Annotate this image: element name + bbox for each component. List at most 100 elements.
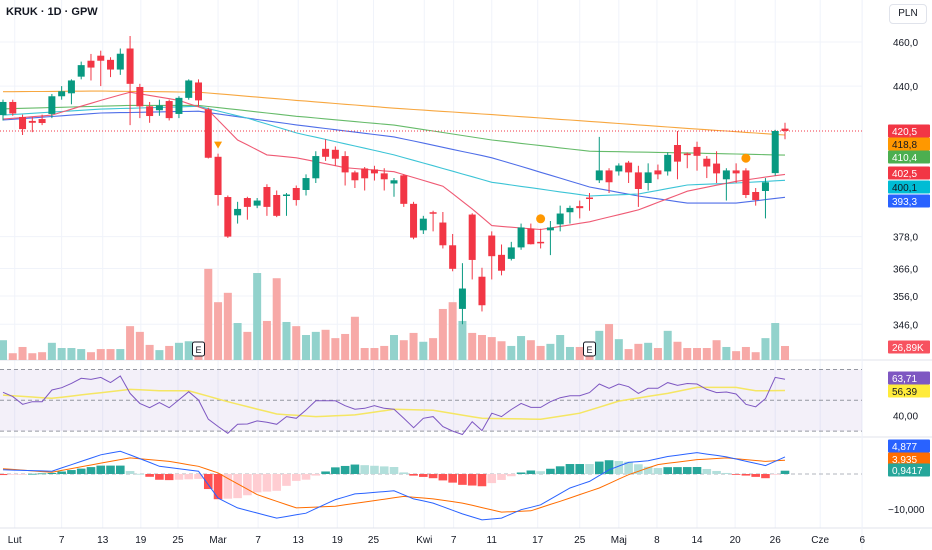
time-axis-label: 6 — [859, 535, 865, 546]
macd-histogram-bar — [86, 467, 96, 474]
macd-pane[interactable] — [0, 450, 862, 521]
macd-histogram-bar — [291, 474, 301, 481]
macd-histogram-bar — [223, 474, 233, 499]
price-axis-label: 366,0 — [893, 265, 918, 276]
value-badge-text: 56,39 — [892, 387, 917, 398]
volume-bar — [653, 348, 662, 360]
volume-bar — [468, 332, 477, 360]
candle-body — [693, 146, 701, 156]
volume-bar — [771, 323, 780, 360]
candle-body — [586, 197, 593, 200]
macd-histogram-bar — [653, 468, 663, 474]
time-axis-label: Mar — [209, 535, 227, 546]
earnings-icon[interactable] — [192, 341, 205, 357]
volume-bar — [47, 342, 56, 360]
macd-histogram-bar — [301, 474, 311, 480]
macd-histogram-bar — [379, 466, 389, 474]
triangle-down-icon — [214, 141, 223, 149]
macd-histogram-bar — [252, 474, 262, 493]
price-axis-label: 378,0 — [893, 233, 918, 244]
time-axis-label: 25 — [172, 535, 184, 546]
macd-histogram-bar — [438, 474, 448, 481]
macd-histogram-bar — [106, 465, 115, 474]
macd-histogram-bar — [594, 461, 604, 474]
volume-bar — [116, 349, 125, 360]
volume-bar — [341, 333, 350, 360]
candle-body — [263, 186, 271, 207]
volume-bar — [605, 324, 614, 360]
volume-bar — [497, 341, 506, 360]
volume-bar — [702, 348, 711, 360]
volume-bar — [67, 348, 76, 360]
candle-body — [351, 172, 359, 181]
candle-body — [410, 203, 418, 238]
volume-bar — [438, 308, 447, 360]
macd-histogram-bar — [722, 472, 731, 474]
time-axis-label: 19 — [332, 535, 344, 546]
macd-histogram-bar — [467, 474, 477, 486]
candle-body — [77, 65, 85, 77]
macd-histogram-bar — [125, 471, 135, 474]
volume-bar — [165, 345, 174, 360]
candle-body — [97, 55, 105, 61]
macd-histogram-bar — [624, 461, 633, 474]
volume-bar — [155, 350, 164, 360]
value-badge — [888, 194, 930, 208]
earnings-label: E — [195, 345, 201, 355]
time-axis-label: 19 — [135, 535, 147, 546]
candle-body — [361, 168, 369, 179]
volume-bar — [86, 352, 95, 360]
volume-bar — [18, 346, 27, 360]
candle-body — [673, 145, 681, 162]
volume-bar — [321, 329, 330, 360]
macd-histogram-bar — [331, 467, 340, 474]
volume-bar — [722, 346, 731, 360]
candle-body — [146, 106, 154, 117]
axes[interactable]: 460,0 440,0 378,0 366,0 356,0 346,0 40,00 −10,0… — [8, 38, 930, 546]
macd-histogram-bar — [370, 465, 379, 474]
macd-line — [2, 450, 786, 521]
candle-body — [126, 48, 134, 84]
signal-line — [2, 457, 786, 513]
volume-bar — [526, 340, 535, 360]
candle-body — [458, 288, 466, 309]
time-axis-label: 13 — [293, 535, 305, 546]
earnings-icon[interactable] — [583, 341, 596, 357]
candle-body — [165, 101, 173, 119]
volume-bar — [233, 323, 242, 360]
macd-histogram-bar — [135, 473, 145, 475]
macd-histogram-bar — [673, 467, 682, 474]
candle-body — [634, 172, 642, 189]
candles — [0, 36, 789, 325]
value-badge-text: 402,5 — [892, 169, 917, 180]
macd-histogram-bar — [712, 470, 721, 474]
value-badge-text: 3,935 — [892, 455, 917, 466]
volume-bar — [419, 341, 428, 360]
candle-body — [605, 170, 613, 183]
volume-bar — [517, 336, 526, 360]
volume-bar — [429, 338, 438, 360]
macd-histogram-bar — [8, 474, 18, 475]
macd-histogram-bar — [565, 464, 575, 474]
currency-button[interactable]: PLN — [889, 4, 927, 24]
candle-body — [615, 165, 623, 172]
macd-histogram-bar — [399, 472, 409, 474]
volume-bar — [331, 338, 340, 360]
volume-bar — [448, 302, 457, 360]
volume-bar — [624, 349, 633, 360]
volume-bar — [204, 268, 213, 360]
volume-bar — [741, 346, 750, 360]
candle-body — [664, 154, 672, 172]
volume-bar — [536, 345, 545, 360]
macd-histogram-bar — [643, 466, 653, 474]
ma-cyan-line — [2, 105, 786, 197]
candle-body — [282, 194, 290, 197]
macd-histogram-bar — [555, 466, 565, 474]
candle-body — [400, 175, 408, 204]
rsi-pane[interactable] — [0, 369, 862, 436]
candle-body — [781, 128, 789, 131]
volume-bar — [135, 331, 144, 360]
value-badge-text: 393,3 — [892, 197, 917, 208]
